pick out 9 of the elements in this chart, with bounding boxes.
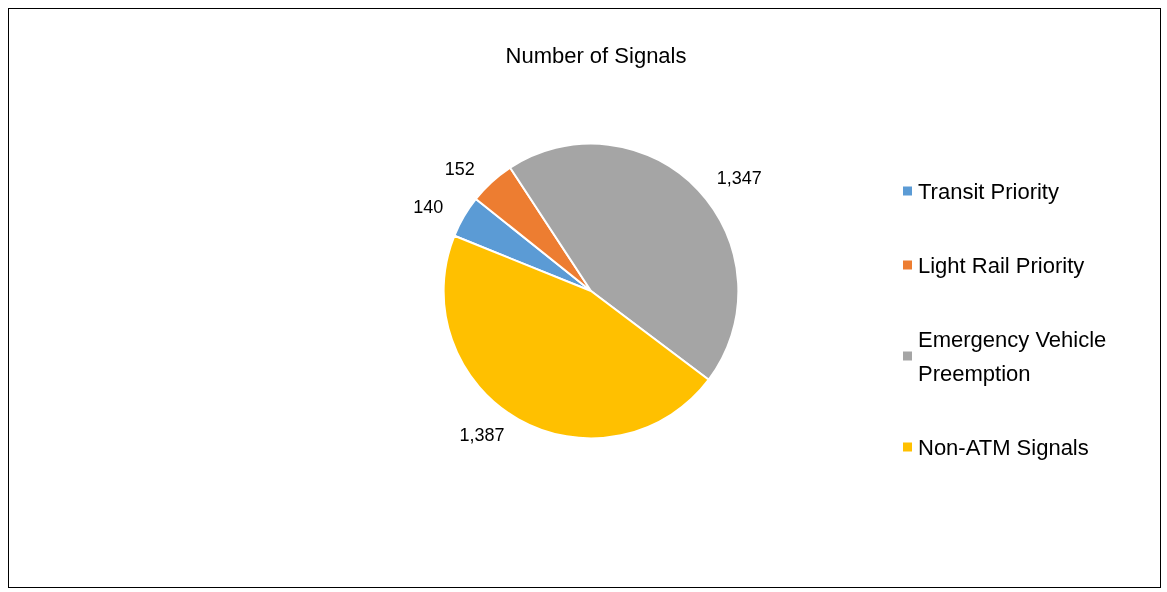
data-label: 152 <box>444 158 475 179</box>
legend-label: Light Rail Priority <box>918 252 1085 278</box>
data-label: 1,347 <box>716 167 762 188</box>
chart-title: Number of Signals <box>505 42 687 68</box>
data-label: 140 <box>413 197 444 218</box>
legend-label: Emergency Vehicle Preemption <box>918 326 1113 386</box>
legend-label: Non-ATM Signals <box>918 434 1089 460</box>
legend-label: Transit Priority <box>918 178 1059 204</box>
data-label: 1,387 <box>459 424 505 445</box>
